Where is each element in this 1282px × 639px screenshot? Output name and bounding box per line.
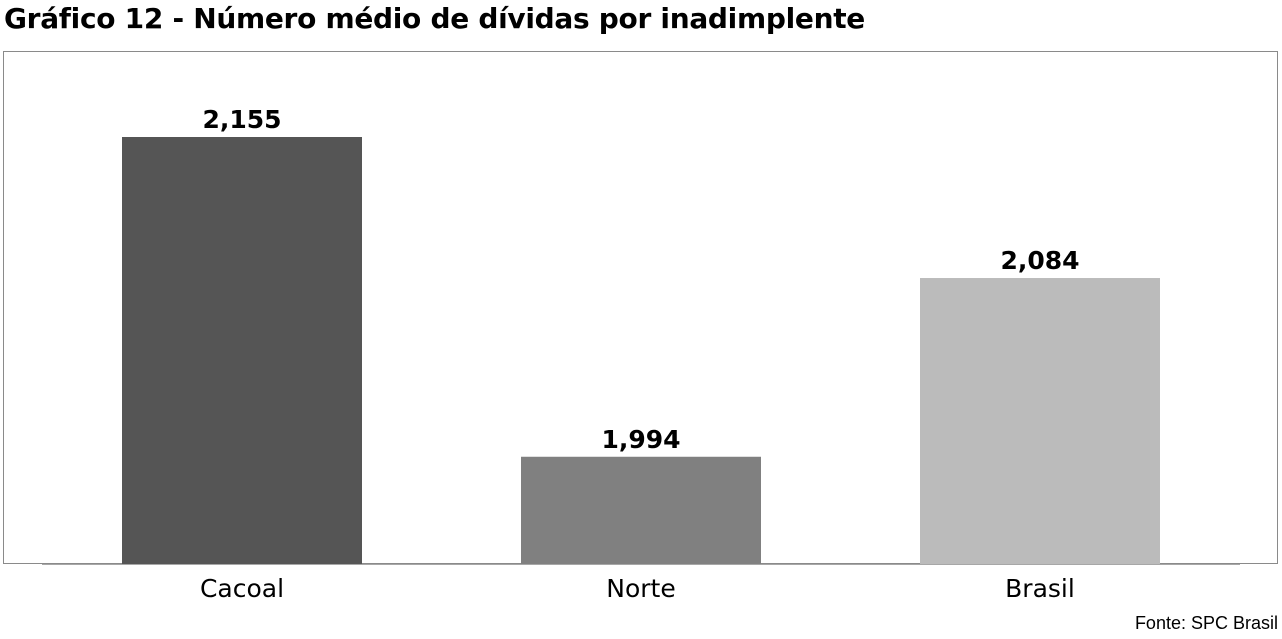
bar-chart: 2,155 Cacoal 1,994 Norte 2,084 Brasil	[42, 105, 1240, 603]
data-label-cacoal: 2,155	[202, 105, 281, 134]
x-tick-label-cacoal: Cacoal	[200, 574, 284, 603]
source-note: Fonte: SPC Brasil	[1134, 613, 1278, 633]
bar-norte	[521, 456, 761, 564]
x-tick-label-norte: Norte	[606, 574, 675, 603]
data-label-brasil: 2,084	[1000, 246, 1079, 275]
bar-brasil	[920, 278, 1160, 564]
data-label-norte: 1,994	[601, 425, 680, 454]
chart-title: Gráfico 12 - Número médio de dívidas por…	[4, 2, 865, 35]
x-tick-label-brasil: Brasil	[1005, 574, 1075, 603]
bar-cacoal	[122, 137, 362, 564]
